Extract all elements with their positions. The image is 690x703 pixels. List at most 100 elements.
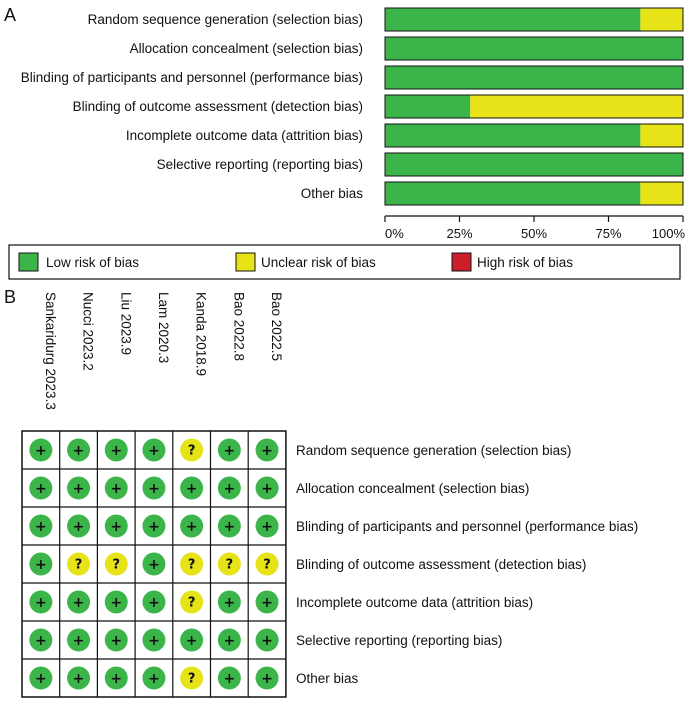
study-label: Sankaridurg 2023.3 (43, 292, 58, 410)
bar-segment (640, 124, 683, 147)
judgement-low-dot (67, 666, 91, 690)
judgement-symbol: + (186, 481, 198, 497)
legend-swatch-high (451, 252, 472, 272)
x-axis: 0% 25% 50% 75% 100% (384, 215, 685, 241)
judgement-low-dot (104, 476, 128, 500)
judgement-symbol: ? (263, 558, 271, 573)
judgement-low-dot (29, 438, 53, 462)
judgement-low-dot (67, 590, 91, 614)
judgement-low-dot (217, 590, 241, 614)
judgement-low-dot (255, 438, 279, 462)
judgement-low-dot (104, 666, 128, 690)
bar-outline (384, 36, 684, 61)
judgement-symbol: + (73, 671, 85, 687)
judgement-symbol: + (223, 633, 235, 649)
judgement-low-dot (217, 438, 241, 462)
bar-outline (384, 7, 684, 32)
legend-swatch-low (18, 252, 39, 272)
judgement-unclear-dot (217, 552, 241, 576)
judgement-symbol: + (186, 633, 198, 649)
study-label: Nucci 2023.2 (81, 292, 96, 371)
judgement-low-dot (142, 666, 166, 690)
legend: Low risk of bias Unclear risk of bias Hi… (8, 244, 681, 280)
judgement-low-dot (29, 666, 53, 690)
judgement-symbol: + (110, 671, 122, 687)
study-labels: Sankaridurg 2023.3 Nucci 2023.2 Liu 2023.9… (43, 292, 284, 410)
judgement-low-dot (217, 476, 241, 500)
judgement-symbol: + (148, 481, 160, 497)
judgement-low-dot (217, 666, 241, 690)
study-label: Kanda 2018.9 (194, 292, 209, 376)
study-label: Bao 2022.8 (231, 292, 246, 361)
judgement-symbol: + (148, 633, 160, 649)
judgement-symbol: + (35, 671, 47, 687)
judgement-unclear-dot (104, 552, 128, 576)
judgement-low-dot (255, 590, 279, 614)
judgement-symbol: + (261, 481, 273, 497)
judgement-symbol: ? (188, 558, 196, 573)
judgement-unclear-dot (180, 590, 204, 614)
bar-segment (385, 37, 683, 60)
judgement-symbol: + (73, 481, 85, 497)
judgement-symbol: + (261, 519, 273, 535)
x-tick-label: 75% (595, 226, 621, 241)
judgement-low-dot (104, 438, 128, 462)
judgement-low-dot (255, 476, 279, 500)
legend-frame (8, 244, 681, 280)
bar-segment (385, 95, 471, 118)
judgement-symbol: ? (188, 672, 196, 687)
bar-segment (385, 8, 641, 31)
judgement-symbol: + (35, 633, 47, 649)
legend-swatch-unclear (235, 252, 256, 272)
judgement-low-dot (255, 514, 279, 538)
domain-label: Other bias (296, 671, 359, 686)
judgement-symbol: ? (188, 444, 196, 459)
judgement-symbol: + (73, 633, 85, 649)
judgement-symbol: + (261, 671, 273, 687)
bar-outline (384, 181, 684, 206)
study-label: Bao 2022.5 (269, 292, 284, 361)
judgement-low-dot (217, 628, 241, 652)
bar-segment (385, 153, 683, 176)
judgement-low-dot (67, 514, 91, 538)
bar-category-labels: Random sequence generation (selection bi… (21, 12, 363, 201)
judgement-symbol: ? (226, 558, 234, 573)
judgement-low-dot (104, 590, 128, 614)
judgement-low-dot (29, 590, 53, 614)
bar-label: Allocation concealment (selection bias) (130, 41, 363, 56)
domain-label: Allocation concealment (selection bias) (296, 481, 529, 496)
judgement-symbol: + (261, 443, 273, 459)
domain-label: Selective reporting (reporting bias) (296, 633, 502, 648)
judgement-low-dot (142, 552, 166, 576)
judgement-low-dot (67, 628, 91, 652)
bar-label: Incomplete outcome data (attrition bias) (126, 128, 363, 143)
bar-segment (640, 8, 683, 31)
bar-segment (385, 182, 641, 205)
legend-label-low: Low risk of bias (46, 255, 139, 270)
x-tick-label: 50% (521, 226, 547, 241)
bar-outline (384, 152, 684, 177)
bar-outline (384, 123, 684, 148)
legend-label-unclear: Unclear risk of bias (261, 255, 376, 270)
judgement-symbol: + (110, 595, 122, 611)
judgement-symbol: + (73, 519, 85, 535)
bar-outline (384, 94, 684, 119)
bar-segment (385, 124, 641, 147)
judgement-low-dot (255, 666, 279, 690)
judgement-symbol: + (223, 443, 235, 459)
panel-b-label: B (4, 287, 16, 307)
summary-grid: + + + +? + + + + + + + + + + + + + + + + +?? +?? ? + + + +? + + + + + + +… (21, 430, 287, 698)
bar-label: Selective reporting (reporting bias) (157, 157, 363, 172)
stacked-bars (384, 7, 684, 206)
judgement-symbol: + (148, 519, 160, 535)
bar-label: Random sequence generation (selection bi… (88, 12, 363, 27)
judgement-low-dot (180, 476, 204, 500)
bar-segment (640, 182, 683, 205)
judgement-low-dot (142, 476, 166, 500)
judgement-low-dot (29, 514, 53, 538)
domain-label: Blinding of outcome assessment (detectio… (296, 557, 586, 572)
judgement-symbol: + (73, 595, 85, 611)
judgement-symbol: ? (188, 596, 196, 611)
domain-label: Random sequence generation (selection bi… (296, 443, 571, 458)
bar-label: Blinding of outcome assessment (detectio… (73, 99, 363, 114)
